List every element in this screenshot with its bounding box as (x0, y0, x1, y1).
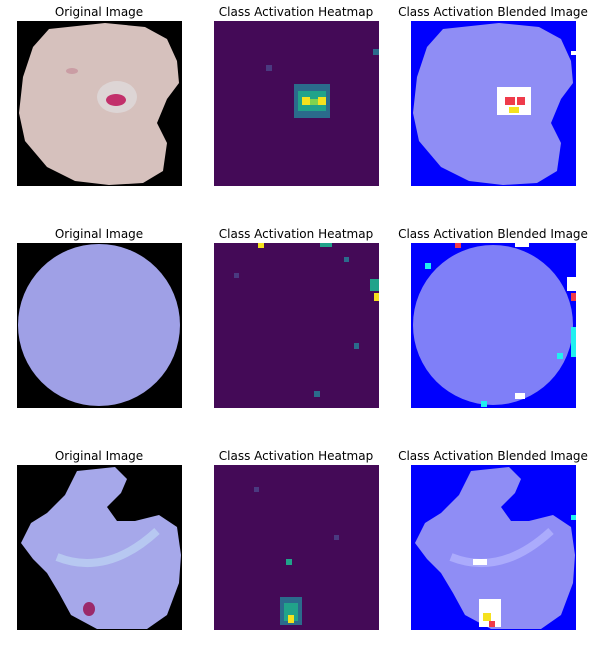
row3-blended-title: Class Activation Blended Image (398, 449, 588, 463)
row3-heatmap (214, 465, 379, 630)
row2-original-image (17, 243, 182, 408)
row1-original-image (17, 21, 182, 186)
row2-original-title: Original Image (54, 227, 144, 241)
row3-original-image (17, 465, 182, 630)
row1-heatmap-title: Class Activation Heatmap (218, 5, 374, 19)
row1-heatmap (214, 21, 379, 186)
row2-blended-image (411, 243, 576, 408)
row1-blended-image (411, 21, 576, 186)
row3-original-title: Original Image (54, 449, 144, 463)
row2-heatmap (214, 243, 379, 408)
row1-original-title: Original Image (54, 5, 144, 19)
row2-heatmap-title: Class Activation Heatmap (218, 227, 374, 241)
row2-blended-title: Class Activation Blended Image (398, 227, 588, 241)
row1-blended-title: Class Activation Blended Image (398, 5, 588, 19)
row3-heatmap-title: Class Activation Heatmap (218, 449, 374, 463)
row3-blended-image (411, 465, 576, 630)
